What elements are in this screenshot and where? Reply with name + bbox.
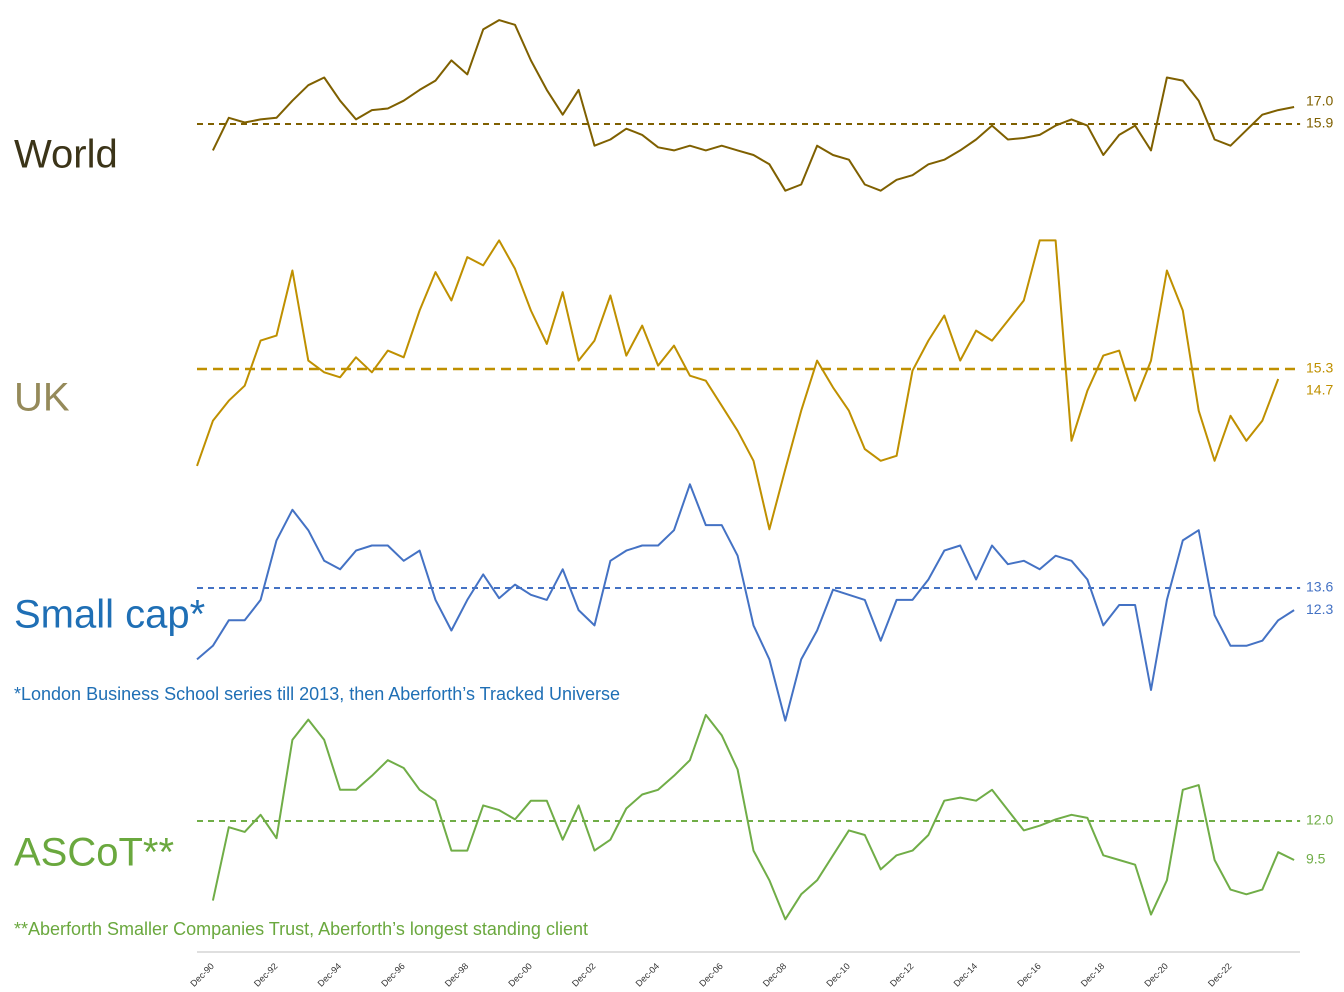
x-tick-label: Dec-90 — [188, 961, 216, 989]
mean-label: 13.6 — [1306, 579, 1333, 595]
x-tick-label: Dec-94 — [316, 961, 344, 989]
latest-label: 9.5 — [1306, 851, 1326, 867]
x-tick-label: Dec-96 — [379, 961, 407, 989]
series-line — [196, 239, 1280, 531]
footnote: **Aberforth Smaller Companies Trust, Abe… — [14, 919, 588, 939]
series-name: World — [14, 133, 118, 177]
series-name: UK — [14, 376, 70, 420]
x-tick-label: Dec-98 — [443, 961, 471, 989]
x-tick-label: Dec-06 — [697, 961, 725, 989]
series-line — [211, 713, 1295, 921]
x-tick-label: Dec-02 — [570, 961, 598, 989]
x-tick-label: Dec-18 — [1079, 961, 1107, 989]
series-line — [212, 19, 1295, 192]
latest-label: 12.3 — [1306, 601, 1333, 617]
x-tick-label: Dec-12 — [888, 961, 916, 989]
mean-label: 12.0 — [1306, 812, 1333, 828]
latest-label: 17.0 — [1306, 93, 1333, 109]
x-tick-label: Dec-10 — [824, 961, 852, 989]
x-tick-label: Dec-22 — [1206, 961, 1234, 989]
x-tick-label: Dec-20 — [1142, 961, 1170, 989]
x-tick-label: Dec-08 — [761, 961, 789, 989]
x-tick-label: Dec-04 — [634, 961, 662, 989]
series-name: ASCoT** — [14, 831, 174, 875]
x-tick-label: Dec-00 — [506, 961, 534, 989]
latest-label: 14.7 — [1306, 382, 1333, 398]
series-line — [196, 483, 1295, 722]
mean-label: 15.9 — [1306, 115, 1333, 131]
mean-label: 15.3 — [1306, 360, 1333, 376]
series-name: Small cap* — [14, 593, 205, 637]
footnote: *London Business School series till 2013… — [14, 684, 620, 704]
x-tick-label: Dec-92 — [252, 961, 280, 989]
x-tick-label: Dec-16 — [1015, 961, 1043, 989]
x-tick-label: Dec-14 — [952, 961, 980, 989]
